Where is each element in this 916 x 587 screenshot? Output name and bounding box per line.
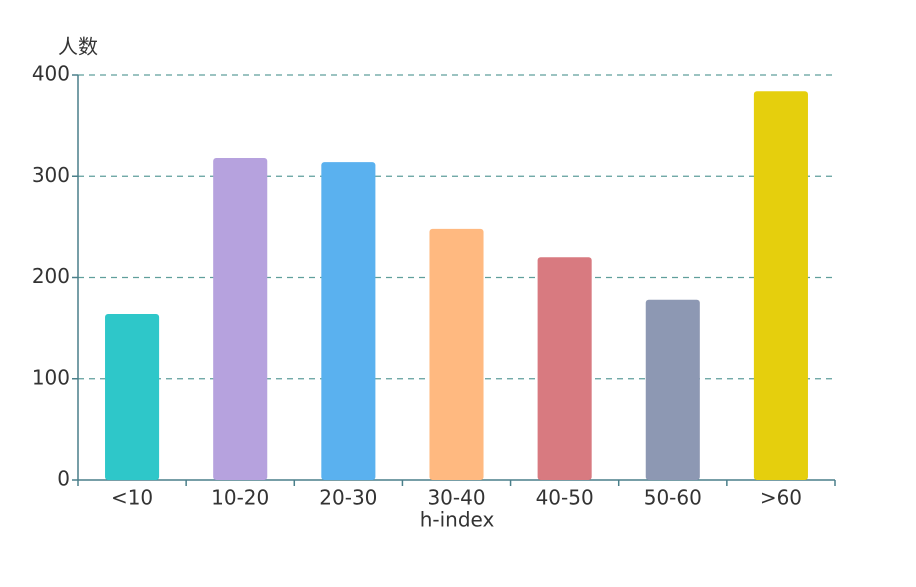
bar bbox=[321, 162, 376, 480]
y-axis-label: 人数 bbox=[58, 35, 98, 59]
y-tick-label: 200 bbox=[32, 264, 70, 288]
y-tick-label: 100 bbox=[32, 365, 70, 389]
y-tick-label: 300 bbox=[32, 163, 70, 187]
bar bbox=[537, 257, 592, 480]
bar bbox=[105, 313, 160, 480]
bar bbox=[753, 91, 808, 480]
y-tick-label: 0 bbox=[57, 467, 70, 491]
bar bbox=[645, 299, 700, 480]
x-tick-label: 10-20 bbox=[211, 486, 269, 510]
bar bbox=[213, 158, 268, 480]
x-tick-label: 20-30 bbox=[319, 486, 377, 510]
x-tick-label: <10 bbox=[111, 486, 153, 510]
y-tick-label: 400 bbox=[32, 62, 70, 86]
bar bbox=[429, 228, 484, 480]
x-tick-label: 50-60 bbox=[644, 486, 702, 510]
x-tick-label: 30-40 bbox=[427, 486, 485, 510]
x-axis-label: h-index bbox=[420, 508, 495, 532]
x-tick-label: >60 bbox=[760, 486, 802, 510]
x-tick-label: 40-50 bbox=[536, 486, 594, 510]
